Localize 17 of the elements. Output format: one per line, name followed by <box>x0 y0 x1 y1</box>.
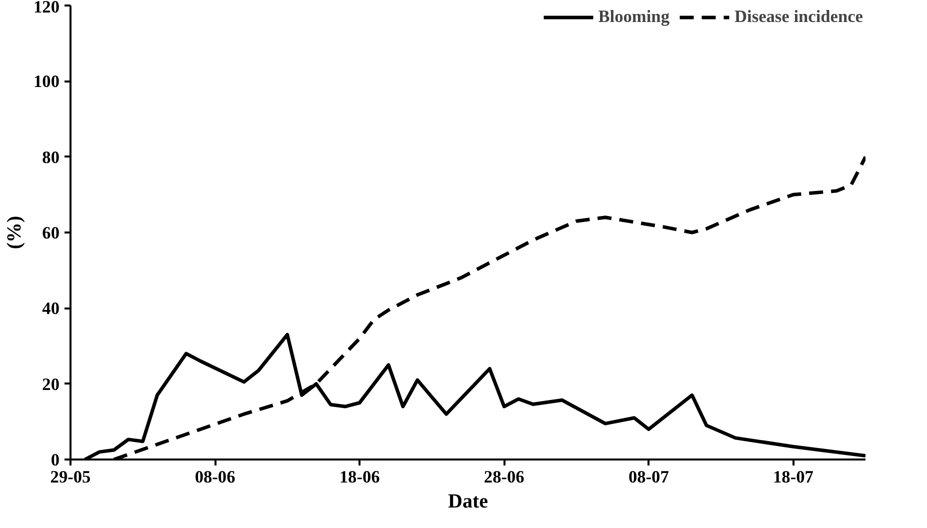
x-tick-label: 28-06 <box>484 468 525 486</box>
y-tick-label: 100 <box>34 72 60 92</box>
x-tick-label: 18-07 <box>773 468 814 486</box>
legend-label: Blooming <box>598 7 670 27</box>
y-tick-label: 0 <box>50 450 60 470</box>
x-tick-label: 08-06 <box>194 468 236 486</box>
y-tick-label: 120 <box>34 0 60 16</box>
y-axis-title: (%) <box>4 216 26 250</box>
y-tick-label: 40 <box>42 299 60 318</box>
x-tick-label: 29-05 <box>50 468 92 486</box>
x-axis-title: Date <box>448 490 488 512</box>
y-tick-label: 20 <box>42 374 60 394</box>
legend-label: Disease incidence <box>734 7 863 27</box>
x-tick-label: 18-06 <box>339 468 380 486</box>
y-tick-label: 60 <box>42 224 60 242</box>
y-tick-label: 80 <box>42 148 60 167</box>
x-tick-label: 08-07 <box>628 468 670 486</box>
